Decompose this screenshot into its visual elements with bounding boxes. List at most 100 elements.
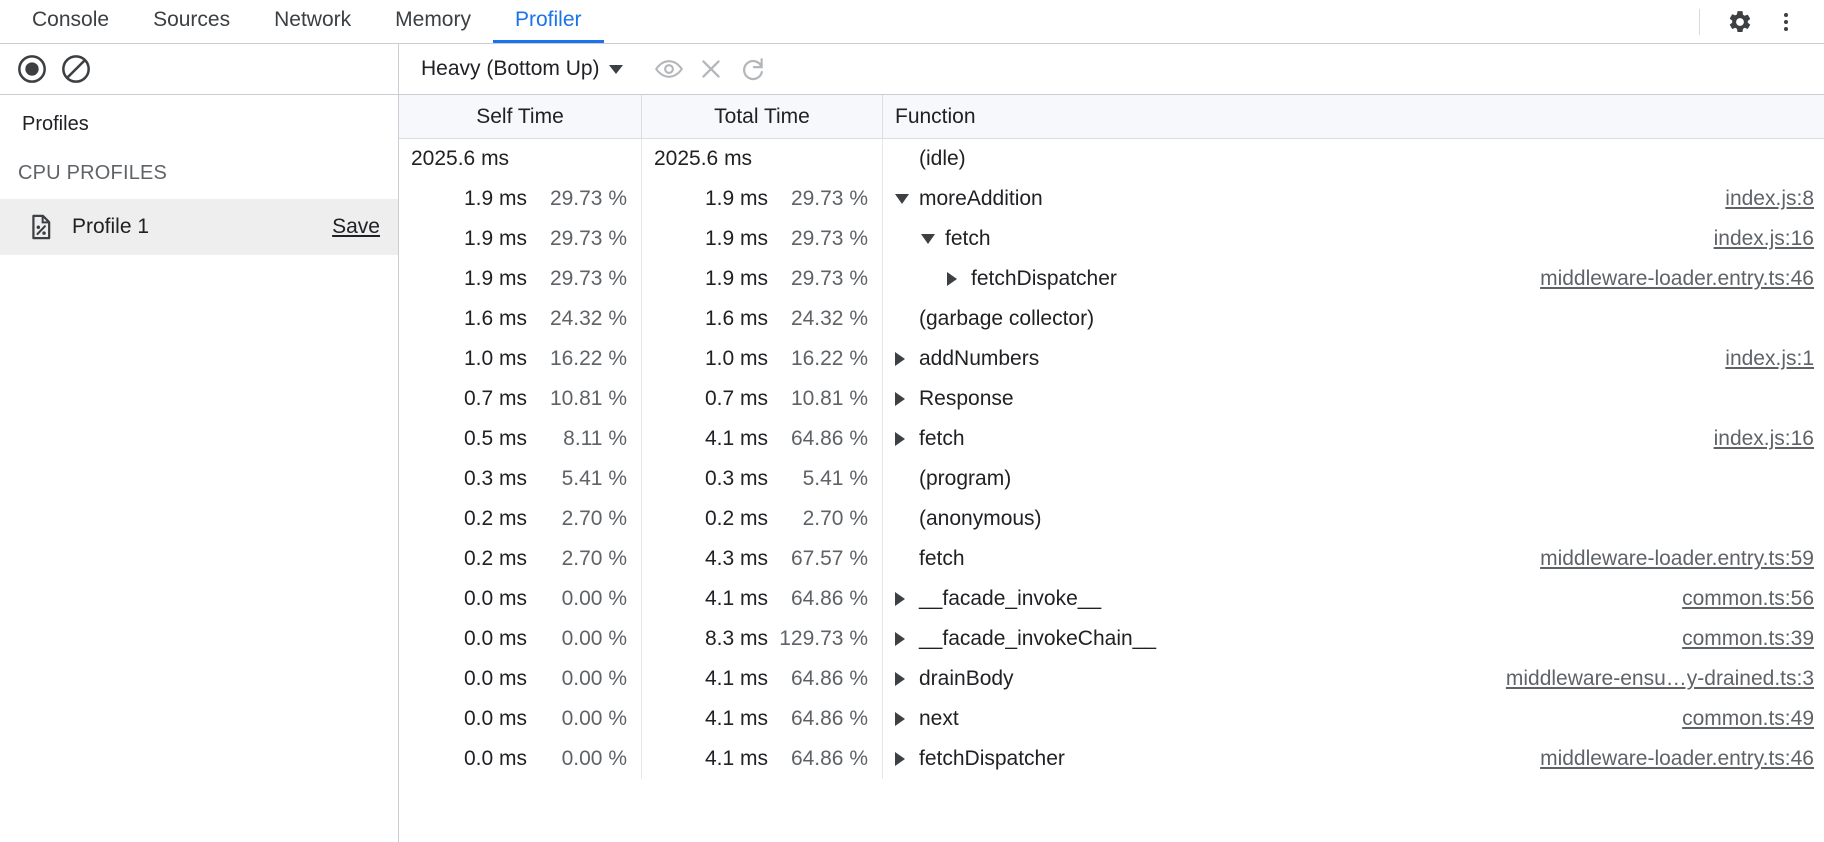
source-link[interactable]: middleware-loader.entry.ts:46 — [1540, 267, 1814, 290]
tab-memory[interactable]: Memory — [395, 8, 471, 31]
profiler-main: Profiles CPU PROFILES Profile 1 Save Sel… — [0, 95, 1824, 842]
gear-icon[interactable] — [1720, 2, 1760, 42]
value-ms: 0.5 ms — [463, 427, 527, 450]
value-ms: 2025.6 ms — [654, 147, 753, 170]
chevron-down-icon — [895, 194, 909, 204]
cell-total-time: 4.1 ms 64.86 % — [642, 699, 883, 739]
kebab-menu-icon[interactable] — [1766, 2, 1806, 42]
triangle-collapsed-icon[interactable] — [895, 352, 913, 366]
column-header-total-time[interactable]: Total Time — [642, 95, 883, 138]
source-link[interactable]: index.js:16 — [1713, 427, 1814, 450]
triangle-collapsed-icon[interactable] — [895, 592, 913, 606]
table-row[interactable]: 0.0 ms 0.00 % 8.3 ms 129.73 % __facade_invok… — [399, 619, 1824, 659]
function-name: fetchDispatcher — [971, 267, 1117, 290]
value-percent: 16.22 % — [549, 347, 627, 370]
function-name: fetch — [945, 227, 991, 250]
source-link[interactable]: common.ts:49 — [1682, 707, 1814, 730]
table-row[interactable]: 0.5 ms 8.11 % 4.1 ms 64.86 % fetch index.js:1… — [399, 419, 1824, 459]
value-ms: 0.0 ms — [463, 587, 527, 610]
value-percent: 64.86 % — [790, 587, 868, 610]
value-ms: 8.3 ms — [704, 627, 768, 650]
source-link[interactable]: common.ts:39 — [1682, 627, 1814, 650]
devtools-tab-bar: Console Sources Network Memory Profiler — [0, 0, 1824, 44]
cell-total-time: 1.6 ms 24.32 % — [642, 299, 883, 339]
source-link[interactable]: common.ts:56 — [1682, 587, 1814, 610]
source-link[interactable]: index.js:1 — [1725, 347, 1814, 370]
function-name: (anonymous) — [919, 507, 1042, 530]
eye-icon[interactable] — [649, 49, 689, 89]
table-row[interactable]: 1.6 ms 24.32 % 1.6 ms 24.32 % (garbage colle… — [399, 299, 1824, 339]
table-row[interactable]: 0.2 ms 2.70 % 0.2 ms 2.70 % (anonymous) — [399, 499, 1824, 539]
chevron-right-icon — [895, 672, 905, 686]
value-percent: 0.00 % — [561, 707, 627, 730]
triangle-collapsed-icon[interactable] — [895, 632, 913, 646]
triangle-collapsed-icon[interactable] — [895, 392, 913, 406]
triangle-collapsed-icon[interactable] — [895, 752, 913, 766]
table-row[interactable]: 0.0 ms 0.00 % 4.1 ms 64.86 % drainBody middle… — [399, 659, 1824, 699]
tab-sources[interactable]: Sources — [153, 8, 231, 31]
refresh-icon[interactable] — [733, 49, 773, 89]
source-link[interactable]: middleware-loader.entry.ts:59 — [1540, 547, 1814, 570]
view-mode-select[interactable]: Heavy (Bottom Up) — [413, 57, 631, 81]
table-row[interactable]: 0.2 ms 2.70 % 4.3 ms 67.57 % fetch middleware… — [399, 539, 1824, 579]
value-ms: 4.1 ms — [704, 747, 768, 770]
source-link[interactable]: middleware-ensu…y-drained.ts:3 — [1505, 667, 1814, 690]
source-link[interactable]: index.js:16 — [1713, 227, 1814, 250]
value-percent: 29.73 % — [790, 227, 868, 250]
table-row[interactable]: 1.9 ms 29.73 % 1.9 ms 29.73 % fetch index.js:… — [399, 219, 1824, 259]
value-percent: 29.73 % — [790, 267, 868, 290]
cell-function: (anonymous) — [883, 499, 1824, 539]
table-row[interactable]: 0.0 ms 0.00 % 4.1 ms 64.86 % __facade_invoke… — [399, 579, 1824, 619]
value-percent: 64.86 % — [790, 747, 868, 770]
value-ms: 1.6 ms — [463, 307, 527, 330]
tab-console[interactable]: Console — [32, 8, 110, 31]
value-percent: 0.00 % — [561, 627, 627, 650]
value-percent: 5.41 % — [802, 467, 868, 490]
cell-function: __facade_invokeChain__ common.ts:39 — [883, 619, 1824, 659]
tab-network[interactable]: Network — [274, 8, 352, 31]
sidebar-item-profile-1[interactable]: Profile 1 Save — [0, 199, 398, 255]
triangle-collapsed-icon[interactable] — [947, 272, 965, 286]
function-name: (program) — [919, 467, 1012, 490]
table-row[interactable]: 1.9 ms 29.73 % 1.9 ms 29.73 % moreAddition in… — [399, 179, 1824, 219]
column-header-function[interactable]: Function — [895, 104, 976, 128]
source-link[interactable]: index.js:8 — [1725, 187, 1814, 210]
cell-total-time: 2025.6 ms — [642, 139, 883, 179]
clear-slash-circle-icon[interactable] — [56, 49, 96, 89]
value-ms: 0.0 ms — [463, 667, 527, 690]
triangle-collapsed-icon[interactable] — [895, 672, 913, 686]
cell-self-time: 0.5 ms 8.11 % — [399, 419, 642, 459]
triangle-expanded-icon[interactable] — [921, 234, 939, 244]
value-percent: 10.81 % — [790, 387, 868, 410]
triangle-collapsed-icon[interactable] — [895, 712, 913, 726]
table-row[interactable]: 0.0 ms 0.00 % 4.1 ms 64.86 % next common.ts:4… — [399, 699, 1824, 739]
table-row[interactable]: 0.3 ms 5.41 % 0.3 ms 5.41 % (program) — [399, 459, 1824, 499]
close-x-icon[interactable] — [691, 49, 731, 89]
table-row[interactable]: 1.0 ms 16.22 % 1.0 ms 16.22 % addNumbers inde… — [399, 339, 1824, 379]
cell-total-time: 1.9 ms 29.73 % — [642, 259, 883, 299]
value-ms: 0.7 ms — [704, 387, 768, 410]
column-header-self-time[interactable]: Self Time — [399, 95, 642, 138]
cell-function: fetchDispatcher middleware-loader.entry.t… — [883, 739, 1824, 779]
tab-profiler[interactable]: Profiler — [492, 0, 604, 43]
value-percent: 24.32 % — [549, 307, 627, 330]
table-row[interactable]: 0.7 ms 10.81 % 0.7 ms 10.81 % Response — [399, 379, 1824, 419]
table-body: 2025.6 ms 2025.6 ms (idle) 1.9 ms 29.73 % 1.9… — [399, 139, 1824, 842]
function-name: __facade_invokeChain__ — [919, 627, 1157, 650]
triangle-expanded-icon[interactable] — [895, 194, 913, 204]
table-row[interactable]: 0.0 ms 0.00 % 4.1 ms 64.86 % fetchDispatcher… — [399, 739, 1824, 779]
profile-document-percent-icon — [26, 212, 56, 242]
cell-total-time: 4.1 ms 64.86 % — [642, 659, 883, 699]
table-row[interactable]: 1.9 ms 29.73 % 1.9 ms 29.73 % fetchDispatche… — [399, 259, 1824, 299]
value-ms: 0.2 ms — [463, 547, 527, 570]
triangle-collapsed-icon[interactable] — [895, 432, 913, 446]
source-link[interactable]: middleware-loader.entry.ts:46 — [1540, 747, 1814, 770]
value-ms: 1.9 ms — [704, 187, 768, 210]
save-profile-link[interactable]: Save — [332, 215, 380, 238]
table-row[interactable]: 2025.6 ms 2025.6 ms (idle) — [399, 139, 1824, 179]
sidebar-section-cpu-profiles: CPU PROFILES — [18, 162, 168, 184]
value-ms: 0.2 ms — [463, 507, 527, 530]
value-percent: 67.57 % — [790, 547, 868, 570]
record-circle-icon[interactable] — [12, 49, 52, 89]
value-ms: 1.9 ms — [463, 267, 527, 290]
